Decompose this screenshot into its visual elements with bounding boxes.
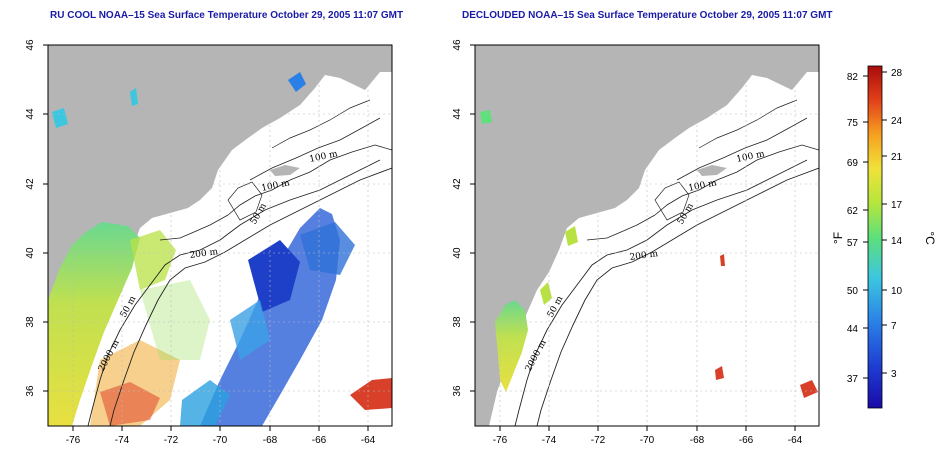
sst-coastal-band: [495, 300, 528, 392]
x-tick-label: -74: [542, 435, 557, 446]
y-tick-label: 38: [452, 316, 463, 328]
y-tick-label: 42: [25, 178, 36, 190]
contour-label-100m: 100 m: [261, 178, 291, 194]
x-tick-label: -68: [690, 435, 705, 446]
celsius-tick: 14: [891, 236, 903, 247]
y-tick-label: 46: [25, 39, 36, 51]
left-ticks: [43, 44, 369, 431]
x-tick-label: -76: [66, 435, 81, 446]
colorbar-gradient: [867, 65, 883, 409]
right-x-tick-labels: -76 -74 -72 -70 -68 -66 -64: [493, 435, 803, 446]
fahrenheit-tick: 62: [847, 206, 859, 217]
contour-label-100m-north: 100 m: [309, 149, 339, 165]
x-tick-label: -72: [591, 435, 606, 446]
left-x-tick-labels: -76 -74 -72 -70 -68 -66 -64: [66, 435, 376, 446]
left-grid: [48, 45, 392, 426]
left-map-panel: 100 m 100 m 50 m 200 m 50 m 2000 m -76 -…: [25, 39, 393, 446]
fahrenheit-tick: 75: [847, 118, 859, 129]
celsius-tick: 7: [891, 321, 897, 332]
y-tick-label: 36: [25, 385, 36, 397]
x-tick-label: -66: [312, 435, 327, 446]
x-tick-label: -64: [361, 435, 376, 446]
y-tick-label: 36: [452, 385, 463, 397]
fahrenheit-tick: 50: [847, 286, 859, 297]
y-tick-label: 38: [25, 316, 36, 328]
celsius-tick: 21: [891, 152, 903, 163]
x-tick-label: -66: [739, 435, 754, 446]
land-mass: [475, 45, 819, 426]
x-tick-label: -70: [640, 435, 655, 446]
contour-label-100m-north: 100 m: [736, 149, 766, 165]
left-y-tick-labels: 46 44 42 40 38 36: [25, 39, 36, 397]
celsius-tick: 10: [891, 286, 903, 297]
right-map-title: DECLOUDED NOAA–15 Sea Surface Temperatur…: [462, 10, 833, 21]
fahrenheit-tick: 44: [847, 324, 859, 335]
contour-label-200m: 200 m: [189, 247, 219, 261]
celsius-tick: 3: [891, 369, 897, 380]
fahrenheit-tick: 82: [847, 72, 859, 83]
temperature-colorbar: 82 75 69 62 57 50 44 37 28 24 21 17 14 1…: [831, 65, 937, 409]
right-grid: [475, 45, 819, 426]
celsius-tick: 17: [891, 200, 903, 211]
x-tick-label: -74: [115, 435, 130, 446]
fahrenheit-tick: 69: [847, 158, 859, 169]
contour-label-2000m: 2000 m: [524, 338, 549, 373]
fahrenheit-unit-label: °F: [831, 232, 845, 244]
right-y-tick-labels: 46 44 42 40 38 36: [452, 39, 463, 397]
contour-label-100m: 100 m: [688, 178, 718, 194]
land-mass: [48, 45, 392, 426]
y-tick-label: 40: [452, 247, 463, 259]
right-ticks: [470, 44, 796, 431]
y-tick-label: 46: [452, 39, 463, 51]
y-tick-label: 42: [452, 178, 463, 190]
y-tick-label: 40: [25, 247, 36, 259]
contour-label-200m: 200 m: [629, 249, 659, 263]
x-tick-label: -76: [493, 435, 508, 446]
x-tick-label: -70: [213, 435, 228, 446]
right-map-panel: 100 m 100 m 50 m 200 m 50 m 2000 m -76 -…: [452, 39, 820, 446]
x-tick-label: -64: [788, 435, 803, 446]
celsius-unit-label: °C: [923, 231, 937, 245]
fahrenheit-tick: 57: [847, 238, 859, 249]
left-map-title: RU COOL NOAA–15 Sea Surface Temperature …: [50, 10, 404, 21]
y-tick-label: 44: [25, 108, 36, 120]
x-tick-label: -72: [164, 435, 179, 446]
celsius-tick: 28: [891, 68, 903, 79]
sst-coastal-band: [48, 222, 140, 426]
fahrenheit-tick: 37: [847, 374, 859, 385]
x-tick-label: -68: [263, 435, 278, 446]
y-tick-label: 44: [452, 108, 463, 120]
celsius-tick: 24: [891, 116, 903, 127]
